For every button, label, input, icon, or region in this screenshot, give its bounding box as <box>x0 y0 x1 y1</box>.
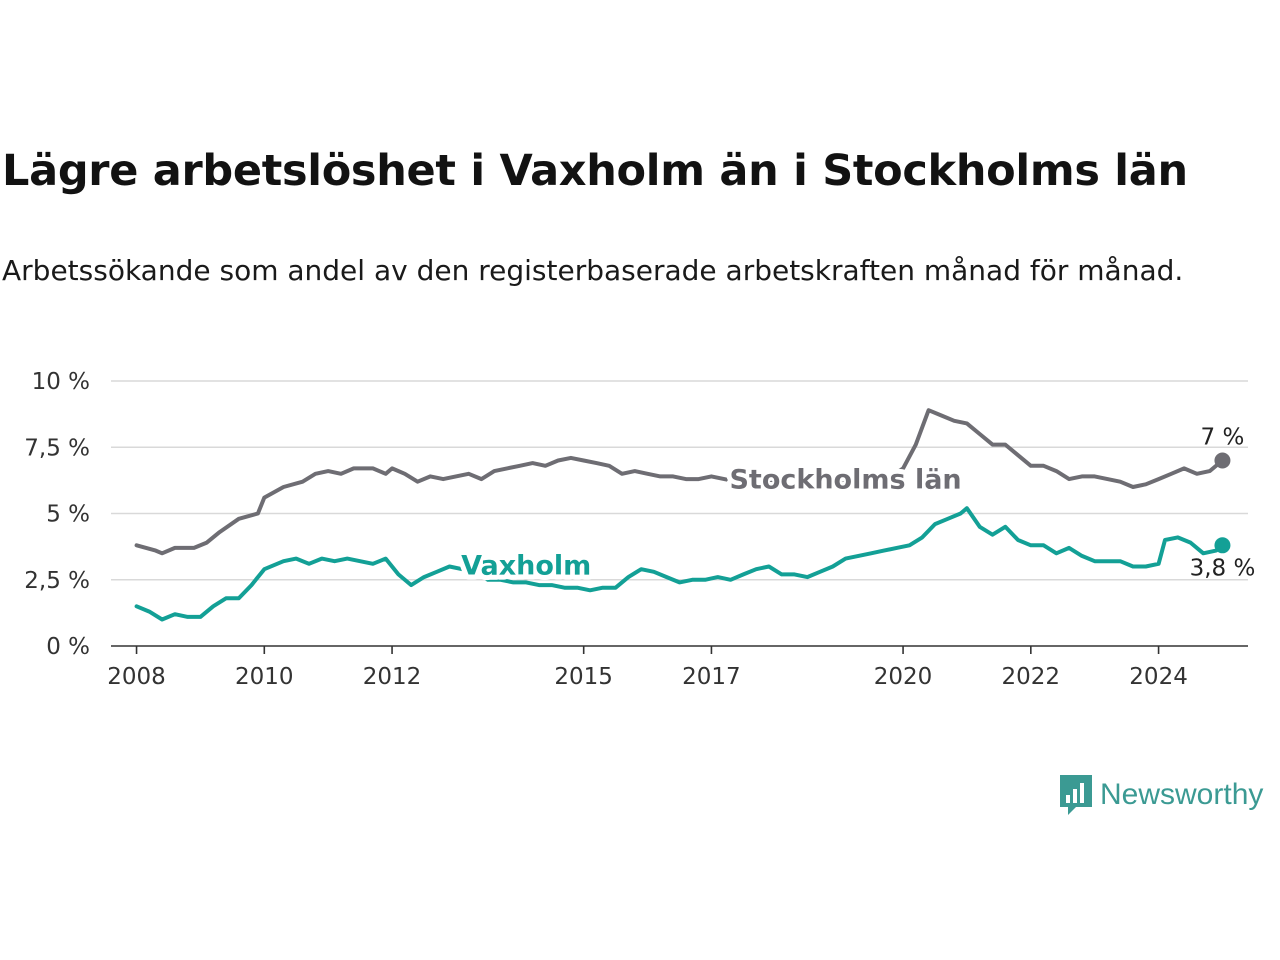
y-tick-label: 2,5 % <box>24 568 90 594</box>
series-line-vaxholm <box>134 506 1225 622</box>
x-tick-label: 2015 <box>554 664 613 690</box>
newsworthy-logo: Newsworthy <box>1058 772 1263 818</box>
series-line-stockholms-l-n <box>134 408 1225 556</box>
series-labels: 7 % 3,8 % Stockholms län Vaxholm <box>456 425 1256 587</box>
y-tick-label: 10 % <box>32 369 90 395</box>
y-tick-label: 7,5 % <box>24 435 90 461</box>
y-tick-label: 0 % <box>46 634 90 660</box>
x-tick-label: 2012 <box>363 664 422 690</box>
bar-chart-speech-bubble-icon <box>1060 775 1092 815</box>
series-end-label-stockholms-l-n: 7 % <box>1201 425 1245 451</box>
axis-ticks: 0 % 2,5 % 5 % 7,5 % 10 % 2008 2010 2012 2015 2017… <box>24 369 1188 690</box>
brand-name: Newsworthy <box>1100 778 1264 811</box>
chart-subtitle: Arbetssökande som andel av den registerb… <box>2 254 1184 287</box>
series-name-label-stockholms-l-n: Stockholms län <box>729 464 961 495</box>
series-lines <box>134 408 1231 622</box>
x-tick-label: 2020 <box>874 664 933 690</box>
chart-title: Lägre arbetslöshet i Vaxholm än i Stockh… <box>2 146 1188 196</box>
x-tick-label: 2008 <box>107 664 166 690</box>
x-tick-label: 2024 <box>1129 664 1188 690</box>
series-end-point-stockholms-l-n <box>1214 452 1231 469</box>
series-name-label-vaxholm: Vaxholm <box>461 550 591 581</box>
x-tick-label: 2017 <box>682 664 741 690</box>
line-chart: 0 % 2,5 % 5 % 7,5 % 10 % 2008 2010 2012 2015 2017… <box>24 369 1256 690</box>
x-tick-label: 2010 <box>235 664 294 690</box>
grid <box>111 380 1248 647</box>
x-tick-label: 2022 <box>1002 664 1061 690</box>
y-tick-label: 5 % <box>46 502 90 528</box>
series-end-label-vaxholm: 3,8 % <box>1190 555 1256 581</box>
series-end-point-vaxholm <box>1214 537 1231 554</box>
